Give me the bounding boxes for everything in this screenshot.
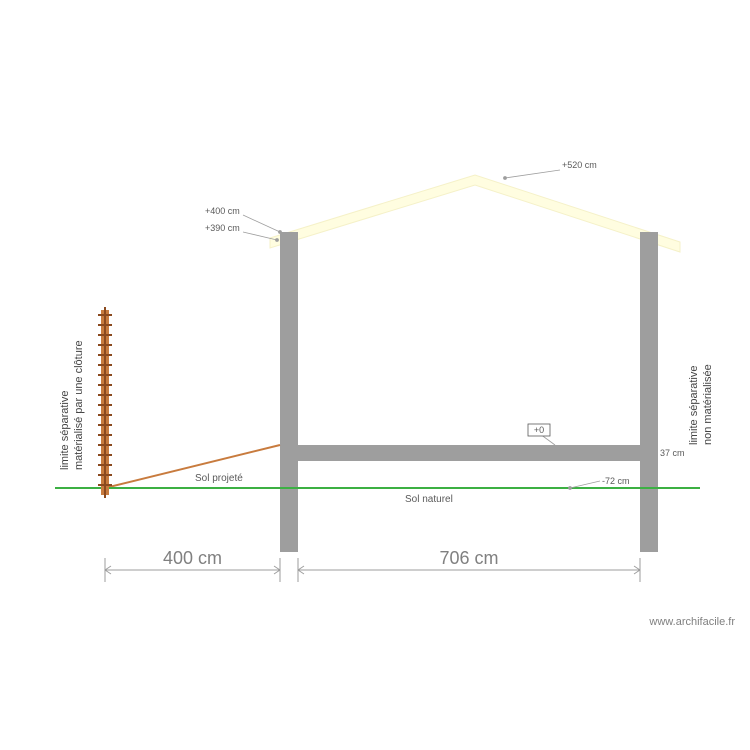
left-limit-label-1: limite séparative: [59, 391, 71, 470]
left-limit-label-2: matérialisé par une clôture: [73, 340, 85, 470]
floor-slab: [298, 445, 640, 461]
section-diagram: +0 +520 cm +400 cm +390 cm 37 cm -72 cm …: [0, 0, 750, 750]
label-minus72: -72 cm: [602, 476, 630, 486]
svg-text:+0: +0: [534, 425, 544, 435]
label-520: +520 cm: [562, 160, 597, 170]
label-sol-naturel: Sol naturel: [405, 494, 453, 505]
floor-zero-label: +0: [528, 424, 550, 436]
label-390: +390 cm: [205, 223, 240, 233]
sol-projete-line: [105, 445, 280, 488]
dim-left-label: 400 cm: [163, 548, 222, 568]
wall-right: [640, 232, 658, 552]
source-link: www.archifacile.fr: [648, 616, 735, 628]
fence: [98, 307, 112, 498]
right-limit-label-2: non matérialisée: [702, 364, 714, 445]
label-37: 37 cm: [660, 448, 685, 458]
label-400: +400 cm: [205, 206, 240, 216]
wall-left: [280, 232, 298, 552]
roof: [270, 175, 680, 252]
right-limit-label-1: limite séparative: [688, 366, 700, 445]
dim-right-label: 706 cm: [439, 548, 498, 568]
label-sol-projete: Sol projeté: [195, 473, 243, 484]
